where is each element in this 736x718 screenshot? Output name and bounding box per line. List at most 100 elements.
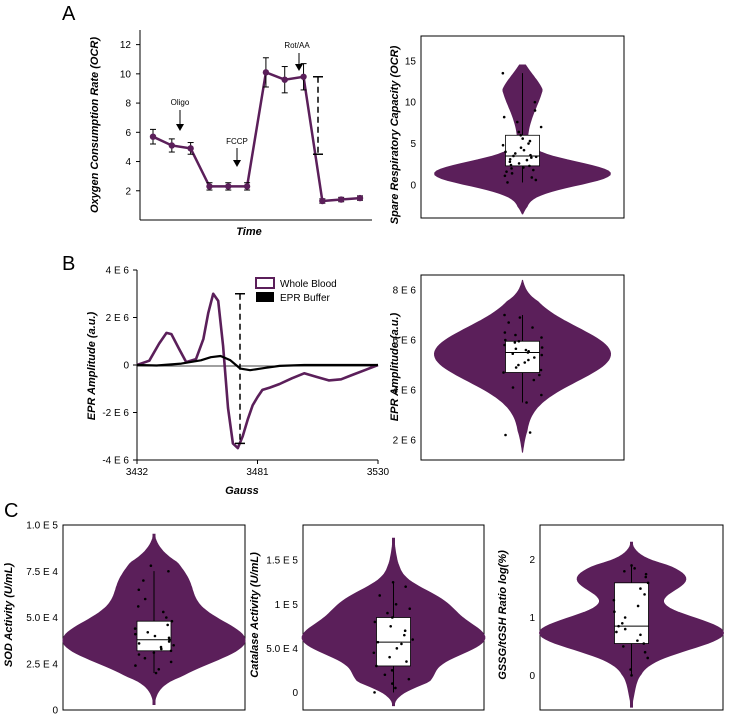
- ocr-y-tick-label: 8: [125, 99, 131, 110]
- legend-label-epr-buffer: EPR Buffer: [280, 293, 331, 304]
- violin-point: [137, 653, 141, 656]
- violin-point: [511, 352, 515, 356]
- violin-point: [383, 673, 387, 677]
- violin-point: [159, 645, 163, 649]
- violin-point: [630, 564, 633, 567]
- violin-point: [391, 682, 394, 685]
- catalase-violin-chart: Catalase Activity (U/mL) 1.5 E 5 1 E 5 5.0…: [249, 524, 486, 711]
- ocr-point: [225, 183, 232, 190]
- violin-point: [504, 150, 507, 154]
- violin-y-tick-label: 1 E 5: [275, 600, 299, 611]
- violin-point: [167, 569, 170, 573]
- epr-y-tick-label: 0: [123, 361, 129, 372]
- violin-point: [527, 349, 530, 353]
- violin-point: [388, 655, 391, 659]
- violin-point: [538, 373, 541, 377]
- violin-point: [539, 368, 543, 372]
- violin-y-tick-label: 1.0 E 5: [26, 521, 58, 532]
- violin-point: [389, 625, 392, 628]
- ocr-y-tick-label: 10: [120, 69, 132, 80]
- violin-point: [518, 316, 522, 319]
- ocr-point: [262, 69, 270, 76]
- epr-y-axis-title: EPR Amplitude (a.u.): [86, 311, 98, 420]
- violin-point: [506, 181, 509, 184]
- ocr-series-line: [152, 70, 361, 203]
- violin-point: [408, 607, 412, 610]
- annotation-rot-aa: Rot/AA: [284, 41, 310, 50]
- ocr-spare-capacity-bracket: [313, 76, 323, 155]
- violin-y-tick-label: 15: [405, 56, 417, 67]
- violin-point: [643, 650, 647, 654]
- violin-point: [508, 160, 512, 164]
- violin-point: [395, 647, 399, 650]
- violin-point: [133, 627, 137, 630]
- violin-point: [644, 575, 648, 579]
- violin-point: [403, 629, 407, 633]
- violin-y-tick-label: 2.5 E 4: [26, 659, 58, 670]
- epr-x-tick-label: 3432: [126, 467, 149, 478]
- ocr-point: [281, 76, 288, 83]
- violin-point: [533, 109, 537, 112]
- violin-point: [143, 656, 147, 660]
- epr-series-epr-buffer: [136, 354, 378, 372]
- violin-point: [501, 71, 505, 75]
- ocr-y-tick-label: 4: [125, 157, 131, 168]
- violin-point: [515, 120, 519, 124]
- legend-label-whole-blood: Whole Blood: [280, 279, 337, 290]
- ocr-point: [206, 183, 213, 190]
- violin-point: [620, 621, 624, 625]
- epr-violin-y-axis-title: EPR Amplitude (a.u.): [389, 312, 401, 421]
- violin-point: [531, 326, 534, 329]
- violin-point: [630, 674, 633, 677]
- violin-point: [509, 163, 513, 167]
- violin-point: [522, 166, 525, 169]
- violin-point: [623, 616, 627, 619]
- src-y-axis-title: Spare Respiratory Capacity (OCR): [389, 45, 401, 224]
- violin-point: [644, 572, 648, 576]
- annotation-oligo: Oligo: [171, 98, 190, 107]
- panel-label-b: B: [62, 253, 75, 275]
- violin-point: [375, 664, 378, 668]
- violin-point: [400, 642, 403, 646]
- violin-point: [514, 333, 517, 337]
- ocr-y-axis-title: Oxygen Consumption Rate (OCR): [89, 37, 101, 213]
- panel-label-c: C: [4, 500, 18, 522]
- violin-point: [532, 168, 535, 172]
- violin-point: [504, 338, 507, 342]
- violin-point: [646, 656, 650, 660]
- catalase-y-axis-title: Catalase Activity (U/mL): [249, 552, 261, 678]
- ocr-y-tick-label: 2: [125, 186, 131, 197]
- epr-amplitude-bracket: [235, 293, 245, 445]
- violin-point: [503, 174, 507, 178]
- violin-point: [636, 639, 639, 642]
- violin-point: [525, 158, 529, 162]
- panel-label-a: A: [62, 3, 76, 25]
- violin-point: [149, 564, 153, 567]
- violin-y-tick-label: 6 E 6: [393, 336, 417, 347]
- violin-point: [513, 152, 517, 155]
- violin-point: [529, 153, 532, 157]
- violin-point: [157, 668, 161, 671]
- violin-point: [512, 154, 515, 158]
- violin-point: [629, 668, 632, 671]
- violin-point: [510, 172, 514, 175]
- violin-point: [513, 341, 517, 344]
- violin-y-tick-label: 0: [529, 671, 535, 682]
- annotation-fccp-arrowhead: [233, 160, 241, 167]
- violin-point: [527, 142, 530, 145]
- violin-point: [373, 691, 376, 694]
- violin-point: [390, 669, 394, 672]
- violin-point: [394, 602, 398, 606]
- violin-point: [161, 610, 165, 614]
- violin-point: [633, 567, 636, 570]
- violin-point: [154, 671, 158, 675]
- violin-box: [505, 134, 540, 167]
- violin-point: [411, 638, 415, 641]
- violin-point: [636, 604, 640, 608]
- ocr-y-tick-label: 6: [125, 128, 131, 139]
- violin-point: [391, 616, 394, 619]
- ocr-point: [243, 183, 251, 190]
- violin-point: [136, 605, 140, 608]
- violin-point: [612, 598, 616, 602]
